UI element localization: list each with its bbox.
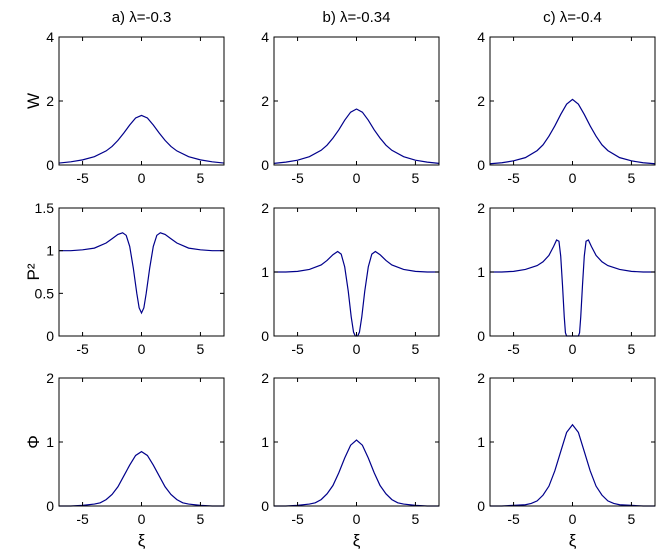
panel-title: b) λ=-0.34 <box>323 9 391 26</box>
panel-c-Phi: -5 0 5 0 1 2 ξ <box>477 370 656 550</box>
panel-title: a) λ=-0.3 <box>112 9 172 26</box>
y-tick-label: 2 <box>477 370 485 386</box>
y-tick-label: 0 <box>261 328 269 344</box>
y-tick-label: 1 <box>46 434 54 450</box>
y-tick-label: 1 <box>261 264 269 280</box>
axes-frame <box>273 36 440 166</box>
panel-b-W: -5 0 5 0 2 4 b) λ=-0.34 <box>261 9 440 186</box>
x-tick-label: 0 <box>353 170 361 186</box>
y-tick-label: 2 <box>261 370 269 386</box>
series-line <box>489 98 656 165</box>
y-axis-label: W <box>24 93 43 109</box>
panel-a-Phi: -5 0 5 0 1 2 Φξ <box>24 370 225 550</box>
x-tick-label: 0 <box>353 511 361 527</box>
x-tick-label: 0 <box>138 511 146 527</box>
y-tick-label: 2 <box>261 93 269 109</box>
x-tick-label: 0 <box>569 341 577 357</box>
x-tick-label: 5 <box>412 170 420 186</box>
y-tick-label: 1.5 <box>35 200 55 216</box>
x-tick-label: 0 <box>353 341 361 357</box>
axes-frame <box>58 36 225 166</box>
y-tick-label: 2 <box>261 200 269 216</box>
x-tick-label: -5 <box>507 341 520 357</box>
series-line <box>59 450 224 507</box>
x-tick-label: -5 <box>507 170 520 186</box>
y-tick-label: 0 <box>261 498 269 514</box>
x-tick-label: 0 <box>569 170 577 186</box>
x-tick-label: 5 <box>197 511 205 527</box>
panel-a-W: -5 0 5 0 2 4 a) λ=-0.3 W <box>24 9 225 186</box>
panel-c-P2: -5 0 5 0 1 2 <box>477 200 656 357</box>
y-tick-label: 0 <box>261 157 269 173</box>
axes-frame <box>58 207 225 337</box>
x-tick-label: -5 <box>76 511 89 527</box>
x-tick-label: 0 <box>569 511 577 527</box>
x-tick-label: 5 <box>628 170 636 186</box>
y-tick-label: 2 <box>477 93 485 109</box>
y-tick-label: 2 <box>46 93 54 109</box>
y-tick-label: 2 <box>477 200 485 216</box>
x-tick-label: -5 <box>76 170 89 186</box>
y-tick-label: 0 <box>46 498 54 514</box>
axes-frame <box>58 377 225 507</box>
x-tick-label: 5 <box>628 511 636 527</box>
x-tick-label: 5 <box>412 341 420 357</box>
axes-frame <box>489 36 656 166</box>
y-tick-label: 0 <box>477 328 485 344</box>
axes-frame <box>489 207 656 337</box>
y-tick-label: 1 <box>261 434 269 450</box>
x-tick-label: -5 <box>76 341 89 357</box>
panel-a-P2: -5 0 5 0 0.5 1 1.5 P² <box>24 200 225 357</box>
y-tick-label: 0 <box>46 157 54 173</box>
series-line <box>274 439 439 507</box>
panel-title: c) λ=-0.4 <box>543 9 602 26</box>
axes-frame <box>489 377 656 507</box>
y-tick-label: 0 <box>477 157 485 173</box>
y-tick-label: 0 <box>46 328 54 344</box>
panel-c-W: -5 0 5 0 2 4 c) λ=-0.4 <box>477 9 656 186</box>
y-tick-label: 1 <box>477 434 485 450</box>
x-tick-label: 5 <box>628 341 636 357</box>
y-tick-label: 2 <box>46 370 54 386</box>
y-tick-label: 0.5 <box>35 285 55 301</box>
x-tick-label: 5 <box>412 511 420 527</box>
series-line <box>274 250 439 337</box>
y-tick-label: 4 <box>477 29 485 45</box>
y-tick-label: 4 <box>261 29 269 45</box>
panel-b-P2: -5 0 5 0 1 2 <box>261 200 440 357</box>
axes-frame <box>273 207 440 337</box>
x-tick-label: -5 <box>291 341 304 357</box>
x-tick-label: -5 <box>291 170 304 186</box>
series-line <box>58 114 225 164</box>
x-tick-label: 5 <box>197 170 205 186</box>
x-tick-label: 5 <box>197 341 205 357</box>
series-line <box>59 232 224 315</box>
x-tick-label: -5 <box>291 511 304 527</box>
x-axis-label: ξ <box>569 531 577 550</box>
y-tick-label: 1 <box>46 243 54 259</box>
y-tick-label: 0 <box>477 498 485 514</box>
y-axis-label: Φ <box>24 435 43 449</box>
x-tick-label: 0 <box>138 170 146 186</box>
x-tick-label: -5 <box>507 511 520 527</box>
x-axis-label: ξ <box>138 531 146 550</box>
panel-b-Phi: -5 0 5 0 1 2 ξ <box>261 370 440 550</box>
series-line <box>273 108 440 164</box>
y-tick-label: 4 <box>46 29 54 45</box>
y-tick-label: 1 <box>477 264 485 280</box>
axes-frame <box>273 377 440 507</box>
x-tick-label: 0 <box>138 341 146 357</box>
series-line <box>490 423 655 507</box>
x-axis-label: ξ <box>353 531 361 550</box>
series-line <box>490 239 655 337</box>
y-axis-label: P² <box>24 263 43 280</box>
